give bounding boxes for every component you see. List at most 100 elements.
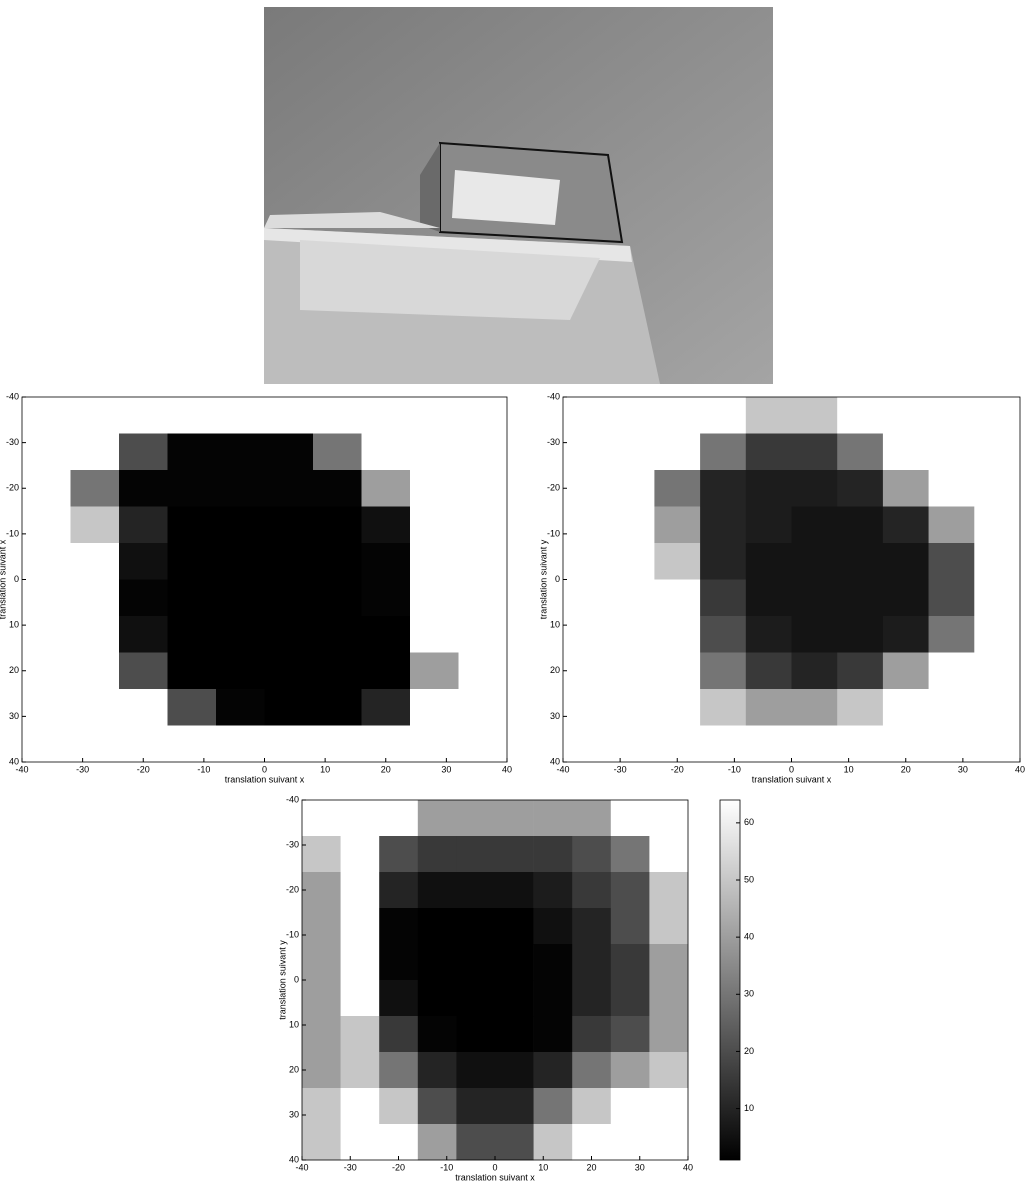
heat-cell <box>882 470 929 507</box>
heat-cell <box>654 433 701 471</box>
heat-cell <box>361 579 411 617</box>
heat-cell <box>379 872 419 909</box>
heat-cell <box>313 725 362 763</box>
y-tick-label: 40 <box>9 756 19 766</box>
heat-cell <box>572 1016 612 1053</box>
heat-cell <box>608 506 655 544</box>
heat-cell <box>264 652 314 690</box>
heat-cell <box>700 506 747 544</box>
heat-cell <box>837 579 884 617</box>
heat-cell <box>264 725 314 763</box>
heat-cell <box>608 616 655 653</box>
x-tick-label: -10 <box>197 764 210 774</box>
heat-cell <box>928 579 975 617</box>
colorbar-tick-label: 20 <box>744 1046 754 1056</box>
heat-cell <box>745 579 792 617</box>
heat-cell <box>563 689 609 726</box>
heat-cell <box>610 1124 650 1161</box>
heat-cell <box>302 980 341 1017</box>
x-tick-label: -20 <box>671 764 684 774</box>
heat-cell <box>533 836 573 873</box>
x-tick-label: -40 <box>556 764 569 774</box>
colorbar <box>719 799 741 1161</box>
heat-cell <box>533 1088 573 1125</box>
heat-cell <box>216 725 265 763</box>
heat-cell <box>495 836 534 873</box>
heat-cell <box>410 506 459 544</box>
heat-cell <box>495 944 534 981</box>
heat-cell <box>70 579 120 617</box>
y-tick-label: -10 <box>6 528 19 538</box>
heat-cell <box>745 397 792 434</box>
x-tick-label: 40 <box>1015 764 1025 774</box>
heat-cell <box>456 1088 496 1125</box>
heat-cell <box>745 506 792 544</box>
heat-cell <box>572 1124 612 1161</box>
heat-cell <box>340 1052 380 1089</box>
heat-cell <box>745 689 792 726</box>
x-tick-label: 10 <box>320 764 330 774</box>
x-tick-label: 30 <box>635 1162 645 1172</box>
heat-cell <box>119 506 168 544</box>
heat-cell <box>361 689 411 726</box>
heat-cell <box>302 1124 341 1161</box>
x-axis-label: translation suivant x <box>752 774 832 784</box>
heat-cell <box>610 908 650 945</box>
heat-cell <box>70 543 120 580</box>
heat-cell <box>745 543 792 580</box>
y-axis-label: translation suivant y <box>538 539 548 619</box>
heat-cell <box>654 616 701 653</box>
heat-cell <box>313 543 362 580</box>
heat-cell <box>70 470 120 507</box>
heat-cell <box>264 543 314 580</box>
heat-cell <box>216 470 265 507</box>
x-tick-label: 0 <box>492 1162 497 1172</box>
y-tick-label: -40 <box>6 391 19 401</box>
heat-cell <box>410 725 459 763</box>
heat-cell <box>22 652 71 690</box>
heat-cell <box>649 980 689 1017</box>
heat-cell <box>216 506 265 544</box>
heat-cell <box>302 1052 341 1089</box>
heat-cell <box>791 543 838 580</box>
heat-cell <box>572 908 612 945</box>
heat-cell <box>417 836 457 873</box>
heat-cell <box>649 1016 689 1053</box>
heat-cell <box>70 652 120 690</box>
heat-cell <box>572 836 612 873</box>
heat-cell <box>456 1016 496 1053</box>
heat-cell <box>882 506 929 544</box>
heat-cell <box>495 800 534 837</box>
heat-cell <box>458 470 508 507</box>
heat-cell <box>495 1052 534 1089</box>
heat-cell <box>458 543 508 580</box>
heat-cell <box>456 872 496 909</box>
heat-cell <box>379 1124 419 1161</box>
heat-cell <box>882 652 929 690</box>
heat-cell <box>417 1088 457 1125</box>
heat-cell <box>495 1016 534 1053</box>
heat-cell <box>608 579 655 617</box>
heat-cell <box>700 616 747 653</box>
heat-cell <box>649 800 689 837</box>
y-tick-label: -30 <box>286 839 299 849</box>
heat-cell <box>340 980 380 1017</box>
heat-cell <box>572 872 612 909</box>
heat-cell <box>313 652 362 690</box>
heat-cell <box>654 689 701 726</box>
y-tick-label: -10 <box>547 528 560 538</box>
heat-cell <box>167 616 217 653</box>
heat-cell <box>700 470 747 507</box>
heat-cell <box>649 836 689 873</box>
y-tick-label: 30 <box>9 711 19 721</box>
heat-cell <box>654 652 701 690</box>
heat-cell <box>495 1124 534 1161</box>
heat-cell <box>882 579 929 617</box>
heat-cell <box>745 652 792 690</box>
heat-cell <box>313 616 362 653</box>
x-tick-label: 20 <box>901 764 911 774</box>
heat-cell <box>379 980 419 1017</box>
heat-cell <box>119 652 168 690</box>
heat-cell <box>882 543 929 580</box>
